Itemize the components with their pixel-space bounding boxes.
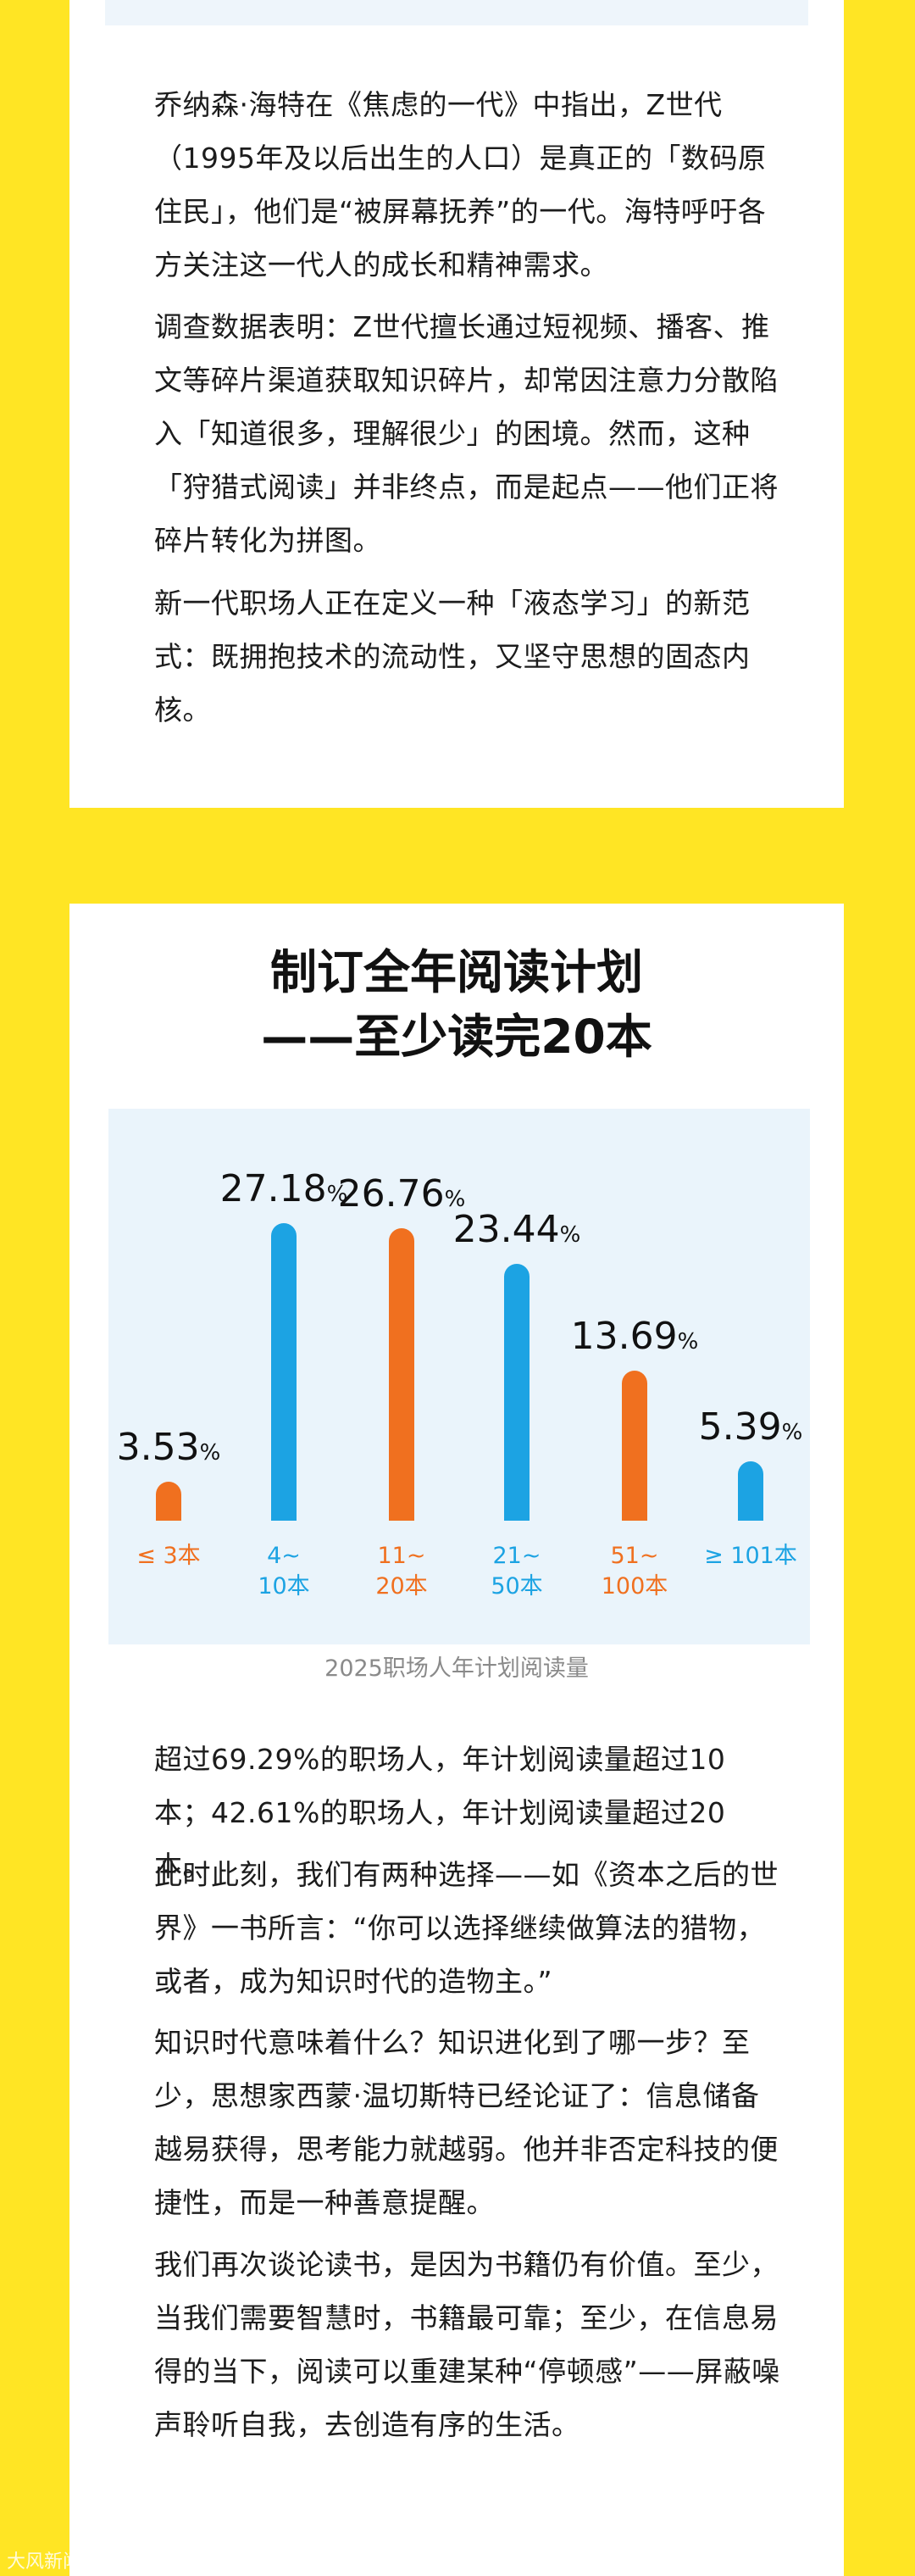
value-label-4: 13.69% xyxy=(550,1315,719,1358)
intro-paragraph-1: 乔纳森·海特在《焦虑的一代》中指出，Z世代（1995年及以后出生的人口）是真正的… xyxy=(154,88,767,281)
body-paragraph-1: 超过69.29%的职场人，年计划阅读量超过10本；42.61%的职场人，年计划阅… xyxy=(154,1743,726,1883)
value-number-1: 27.18 xyxy=(219,1167,327,1210)
bar-4 xyxy=(622,1371,647,1521)
value-label-5: 5.39% xyxy=(666,1405,835,1449)
bar-0 xyxy=(156,1482,181,1521)
reading-plan-card: 制订全年阅读计划 ——至少读完20本 3.53% ≤ 3本 27.18% 4~ 10本… xyxy=(69,904,844,2576)
value-label-3: 23.44% xyxy=(432,1208,602,1251)
chart-caption: 2025职场人年计划阅读量 xyxy=(324,1655,589,1682)
intro-card: 乔纳森·海特在《焦虑的一代》中指出，Z世代（1995年及以后出生的人口）是真正的… xyxy=(69,0,844,808)
top-divider-strip xyxy=(105,0,808,25)
value-label-1: 27.18% xyxy=(199,1167,369,1210)
bar-5 xyxy=(738,1461,763,1521)
category-label-1: 4~ 10本 xyxy=(258,1543,310,1600)
reading-volume-bar-chart: 3.53% ≤ 3本 27.18% 4~ 10本 26.76% 11~ 20本 23.44%… xyxy=(108,1109,810,1644)
value-number-5: 5.39 xyxy=(698,1405,782,1449)
category-label-3: 21~ 50本 xyxy=(491,1543,543,1600)
value-unit-3: % xyxy=(559,1222,581,1248)
value-number-0: 3.53 xyxy=(116,1426,200,1469)
bar-1 xyxy=(271,1223,297,1521)
value-unit-1: % xyxy=(326,1182,348,1207)
value-label-2: 26.76% xyxy=(317,1172,486,1216)
value-number-2: 26.76 xyxy=(337,1172,445,1216)
body-paragraph-4: 我们再次谈论读书，是因为书籍仍有价值。至少，当我们需要智慧时，书籍最可靠；至少，… xyxy=(154,2248,780,2441)
value-unit-5: % xyxy=(781,1420,803,1445)
category-label-2: 11~ 20本 xyxy=(375,1543,428,1600)
watermark-logo: 大风新闻 xyxy=(7,2551,82,2573)
value-unit-0: % xyxy=(199,1440,221,1466)
value-number-3: 23.44 xyxy=(452,1208,560,1251)
section-title-line-1: 制订全年阅读计划 xyxy=(269,945,643,999)
bar-3 xyxy=(504,1264,530,1521)
category-label-0: ≤ 3本 xyxy=(136,1543,201,1569)
bar-2 xyxy=(389,1228,414,1521)
value-unit-2: % xyxy=(444,1187,466,1212)
intro-paragraph-2: 调查数据表明：Z世代擅长通过短视频、播客、推文等碎片渠道获取知识碎片，却常因注意… xyxy=(154,310,779,557)
value-unit-4: % xyxy=(677,1329,699,1355)
category-label-4: 51~ 100本 xyxy=(601,1543,668,1600)
category-label-5: ≥ 101本 xyxy=(704,1543,797,1569)
section-title-line-2: ——至少读完20本 xyxy=(261,1010,652,1064)
body-paragraph-3: 知识时代意味着什么？知识进化到了哪一步？至少，思想家西蒙·温切斯特已经论证了：信… xyxy=(154,2026,779,2219)
body-paragraph-2: 此时此刻，我们有两种选择——如《资本之后的世界》一书所言：“你可以选择继续做算法… xyxy=(154,1858,779,1998)
value-number-4: 13.69 xyxy=(570,1315,678,1358)
intro-paragraph-3: 新一代职场人正在定义一种「液态学习」的新范式：既拥抱技术的流动性，又坚守思想的固… xyxy=(154,587,751,726)
value-label-0: 3.53% xyxy=(84,1426,253,1469)
